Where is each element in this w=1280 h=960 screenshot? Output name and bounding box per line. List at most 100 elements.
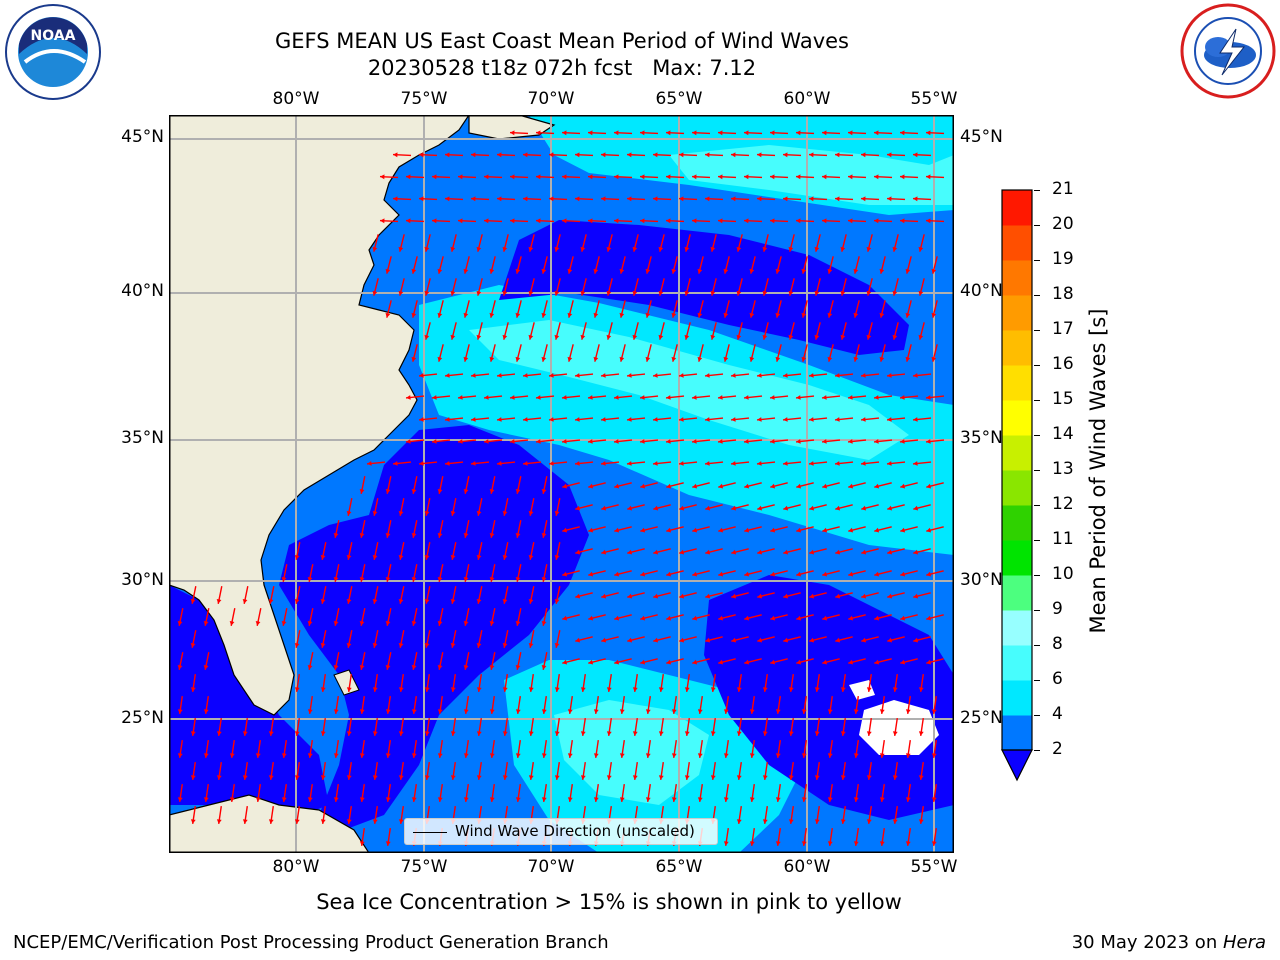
direction-arrow-head	[614, 218, 619, 224]
direction-arrow-head	[801, 797, 807, 802]
direction-arrow-head	[554, 687, 560, 692]
zone-under-2-gulf	[169, 585, 329, 820]
direction-arrow-head	[874, 659, 880, 665]
direction-arrow-head	[809, 593, 815, 599]
zone-6-8-north	[669, 145, 954, 205]
direction-arrow-head	[900, 527, 906, 533]
colorbar-tick-label: 11	[1052, 529, 1074, 549]
direction-arrow-head	[632, 775, 638, 780]
direction-arrow-head	[853, 797, 859, 802]
footer-date-text: 30 May 2023 on	[1071, 932, 1223, 953]
direction-arrow-head	[476, 775, 482, 780]
direction-arrow-head	[762, 290, 768, 296]
direction-arrow-head	[554, 599, 560, 604]
direction-arrow-head	[497, 152, 502, 158]
colorbar-bin	[1002, 295, 1032, 331]
direction-arrow-head	[874, 615, 880, 621]
colorbar-tick-mark	[1034, 329, 1040, 331]
direction-arrow-head	[835, 505, 841, 511]
footer-machine: Hera	[1222, 932, 1266, 953]
direction-arrow-head	[835, 461, 840, 466]
direction-arrow-head	[835, 549, 841, 555]
direction-arrow-head	[203, 621, 209, 626]
direction-arrow-head	[372, 775, 378, 780]
direction-arrow-head	[718, 130, 723, 136]
direction-arrow-head	[762, 246, 768, 252]
direction-arrow-head	[744, 615, 750, 621]
lat-tick-right: 35°N	[960, 428, 1003, 448]
direction-arrow-head	[671, 709, 677, 714]
direction-arrow-head	[918, 246, 924, 252]
direction-arrow-head	[432, 395, 437, 400]
direction-arrow-head	[705, 461, 710, 466]
direction-arrow-head	[458, 174, 463, 180]
direction-arrow-head	[783, 152, 788, 158]
direction-arrow-head	[900, 483, 906, 489]
direction-arrow-head	[627, 417, 632, 422]
direction-arrow-head	[398, 819, 404, 824]
direction-arrow-head	[502, 246, 508, 252]
direction-arrow-head	[385, 489, 391, 494]
direction-arrow-head	[757, 461, 762, 466]
direction-arrow-head	[424, 334, 430, 340]
direction-arrow-head	[645, 709, 651, 714]
direction-arrow-head	[840, 775, 846, 780]
colorbar-scale	[1001, 189, 1033, 782]
direction-arrow-head	[666, 439, 671, 444]
lat-tick-left: 45°N	[121, 127, 164, 147]
direction-arrow-head	[705, 417, 710, 422]
direction-arrow-head	[723, 268, 729, 274]
direction-arrow-head	[887, 593, 893, 599]
direction-arrow-head	[874, 483, 880, 489]
gridlines	[169, 115, 954, 853]
direction-arrow-head	[562, 571, 568, 577]
direction-arrow-head	[393, 152, 398, 158]
direction-arrow-head	[679, 417, 684, 422]
direction-arrow-head	[510, 130, 515, 136]
direction-arrow-head	[419, 373, 424, 378]
direction-arrow-head	[814, 687, 820, 692]
colorbar-tick-label: 4	[1052, 704, 1063, 724]
direction-arrow-head	[684, 334, 690, 340]
direction-arrow-head	[848, 527, 854, 533]
direction-arrow-head	[554, 511, 560, 516]
direction-arrow-head	[926, 130, 931, 136]
direction-arrow-head	[783, 505, 789, 511]
direction-arrow-head	[666, 571, 672, 577]
direction-arrow-head	[554, 334, 560, 340]
direction-arrow-head	[242, 775, 248, 780]
direction-arrow-head	[679, 461, 684, 466]
direction-arrow-head	[380, 174, 385, 180]
wave-period-map	[168, 114, 954, 854]
direction-arrow-head	[736, 687, 742, 692]
lat-tick-left: 25°N	[121, 708, 164, 728]
direction-arrow-head	[931, 797, 937, 802]
lat-tick-left: 30°N	[121, 570, 164, 590]
colorbar-tick-label: 20	[1052, 214, 1074, 234]
direction-arrow-head	[385, 312, 391, 318]
direction-arrow-head	[640, 615, 646, 621]
direction-arrow-head	[437, 665, 443, 670]
direction-arrow-head	[705, 152, 710, 158]
direction-arrow-head	[900, 130, 905, 136]
direction-arrow-head	[562, 130, 567, 136]
direction-arrow-head	[229, 621, 235, 626]
colorbar-bin	[1002, 505, 1032, 541]
direction-arrow-head	[744, 527, 750, 533]
direction-arrow-head	[679, 505, 685, 511]
direction-arrow-head	[627, 152, 632, 158]
direction-arrow-head	[463, 797, 469, 802]
direction-arrow-head	[437, 268, 443, 274]
direction-arrow-head	[393, 461, 398, 466]
direction-arrow-head	[887, 196, 892, 202]
colorbar-bin	[1002, 260, 1032, 296]
direction-arrow-head	[809, 549, 815, 555]
direction-arrow-head	[853, 268, 859, 274]
direction-arrow-head	[190, 731, 196, 736]
colorbar-bin	[1002, 470, 1032, 506]
plot-subtitle: 20230528 t18z 072h fcst Max: 7.12	[367, 56, 757, 80]
direction-arrow-head	[905, 312, 911, 318]
direction-arrow-head	[874, 395, 879, 400]
direction-arrow-head	[588, 174, 593, 180]
direction-arrow-head	[905, 709, 911, 714]
